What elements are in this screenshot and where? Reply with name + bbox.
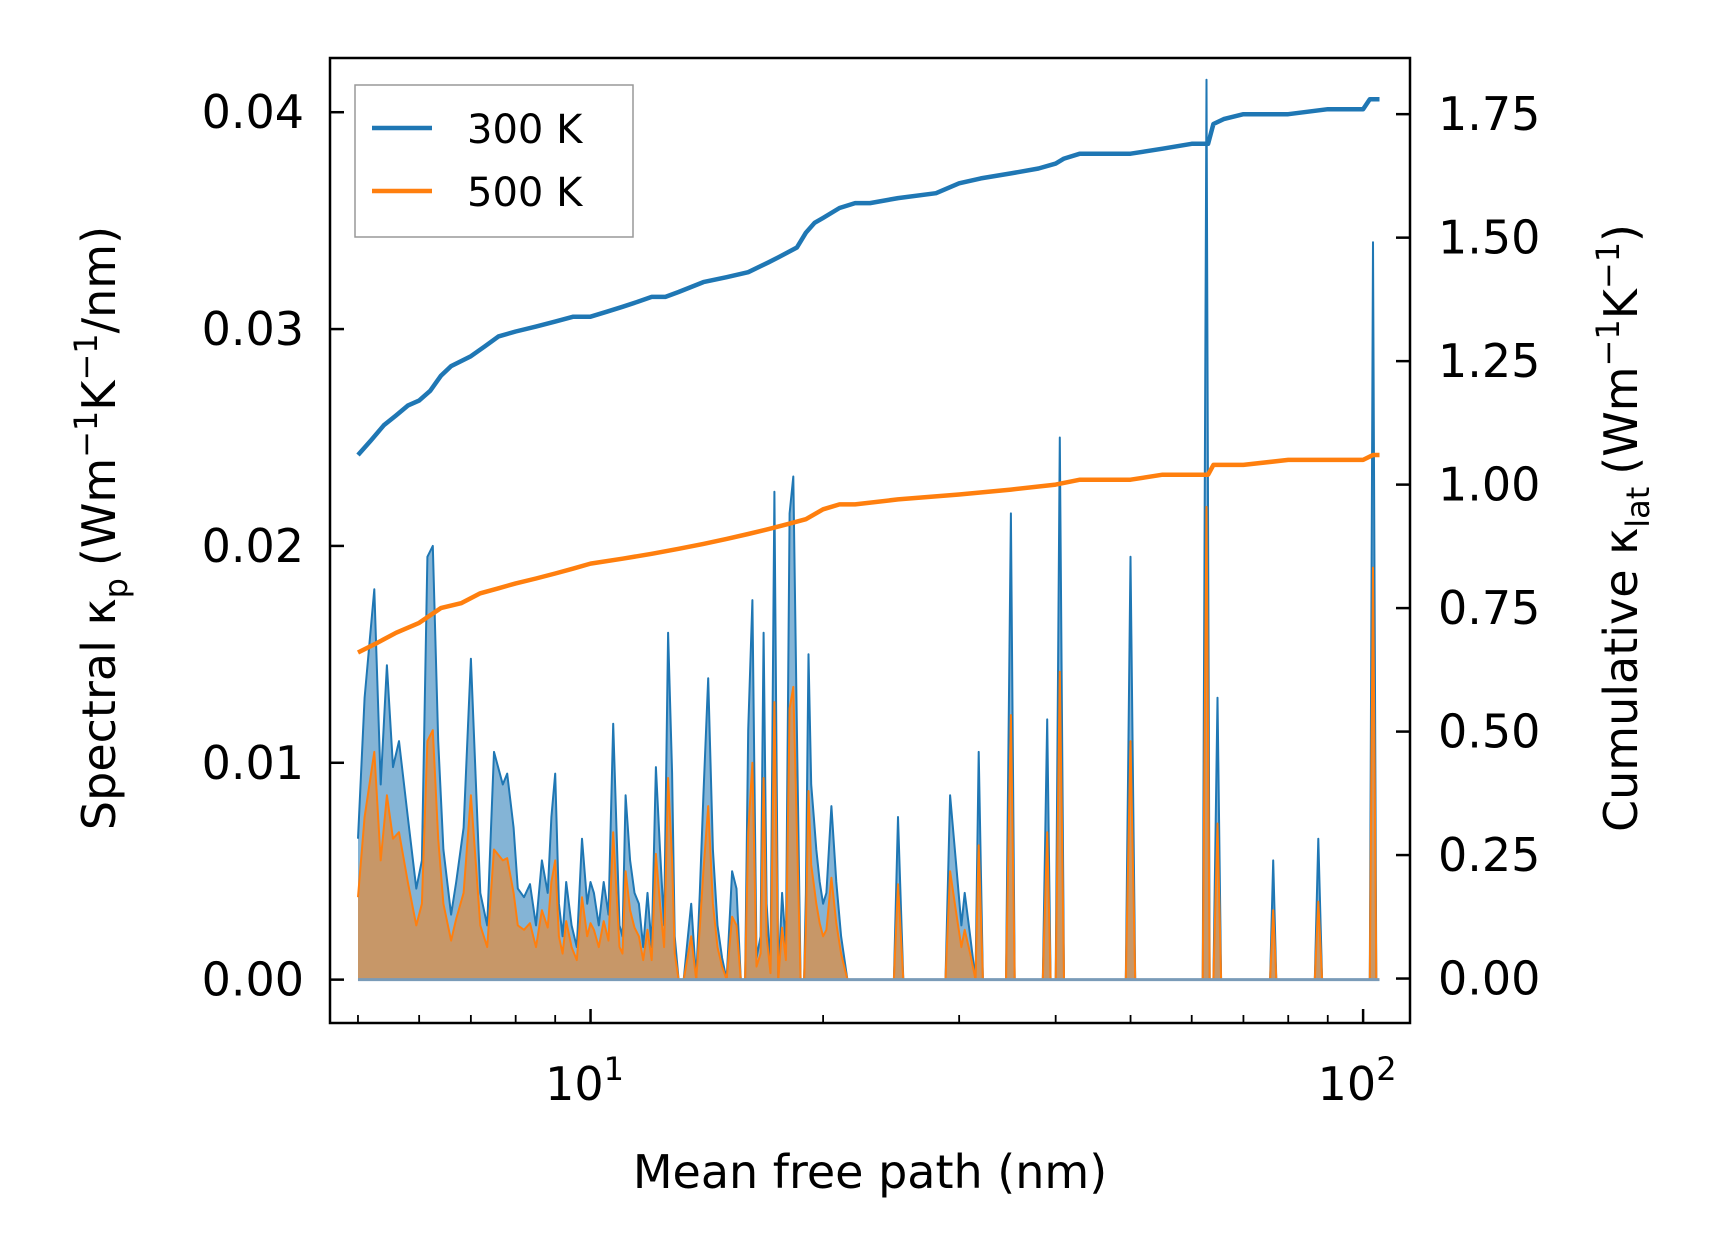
axis-ticks: 0.00 0.01 0.02 0.03 0.04 0.00 0.25 0.50 0.75 1.00… bbox=[202, 85, 1541, 1111]
y-right-tick-label: 0.00 bbox=[1438, 952, 1540, 1006]
spectral-500k-line bbox=[357, 505, 1380, 981]
y-left-tick-label: 0.00 bbox=[202, 953, 304, 1007]
y-left-tick-label: 0.04 bbox=[202, 85, 304, 139]
y-right-tick-label: 0.25 bbox=[1438, 828, 1540, 882]
y-axis-label-left: Spectral κp(Wm−1K−1/nm) bbox=[67, 226, 135, 830]
legend-label-500k: 500 K bbox=[467, 170, 584, 216]
y-left-tick-label: 0.02 bbox=[202, 519, 304, 573]
legend-frame bbox=[354, 84, 634, 238]
legend-label-300k: 300 K bbox=[467, 107, 584, 153]
y-right-tick-label: 1.75 bbox=[1438, 87, 1540, 141]
spectral-500k-area bbox=[358, 506, 1380, 980]
x-axis-label: Mean free path (nm) bbox=[633, 1145, 1107, 1199]
cumulative-300k-line bbox=[356, 97, 1380, 457]
plot-frame bbox=[328, 56, 1412, 1025]
spectral-fills bbox=[357, 78, 1380, 982]
y-right-tick-label: 1.50 bbox=[1438, 211, 1540, 265]
y-right-tick-label: 0.50 bbox=[1438, 705, 1540, 759]
y-left-tick-label: 0.03 bbox=[202, 302, 304, 356]
y-right-tick-label: 1.00 bbox=[1438, 458, 1540, 512]
x-tick-label: 102 bbox=[1318, 1050, 1397, 1111]
legend: 300 K 500 K bbox=[354, 84, 634, 238]
y-right-tick-label: 0.75 bbox=[1438, 581, 1540, 635]
y-right-tick-label: 1.25 bbox=[1438, 334, 1540, 388]
spectral-300k-line bbox=[357, 78, 1380, 981]
y-axis-label-right: Cumulative κlat(Wm−1K−1) bbox=[1589, 224, 1657, 832]
series-lines bbox=[356, 97, 1380, 655]
cumulative-500k-line bbox=[356, 452, 1380, 655]
y-left-tick-label: 0.01 bbox=[202, 736, 304, 790]
x-tick-label: 101 bbox=[545, 1050, 624, 1111]
